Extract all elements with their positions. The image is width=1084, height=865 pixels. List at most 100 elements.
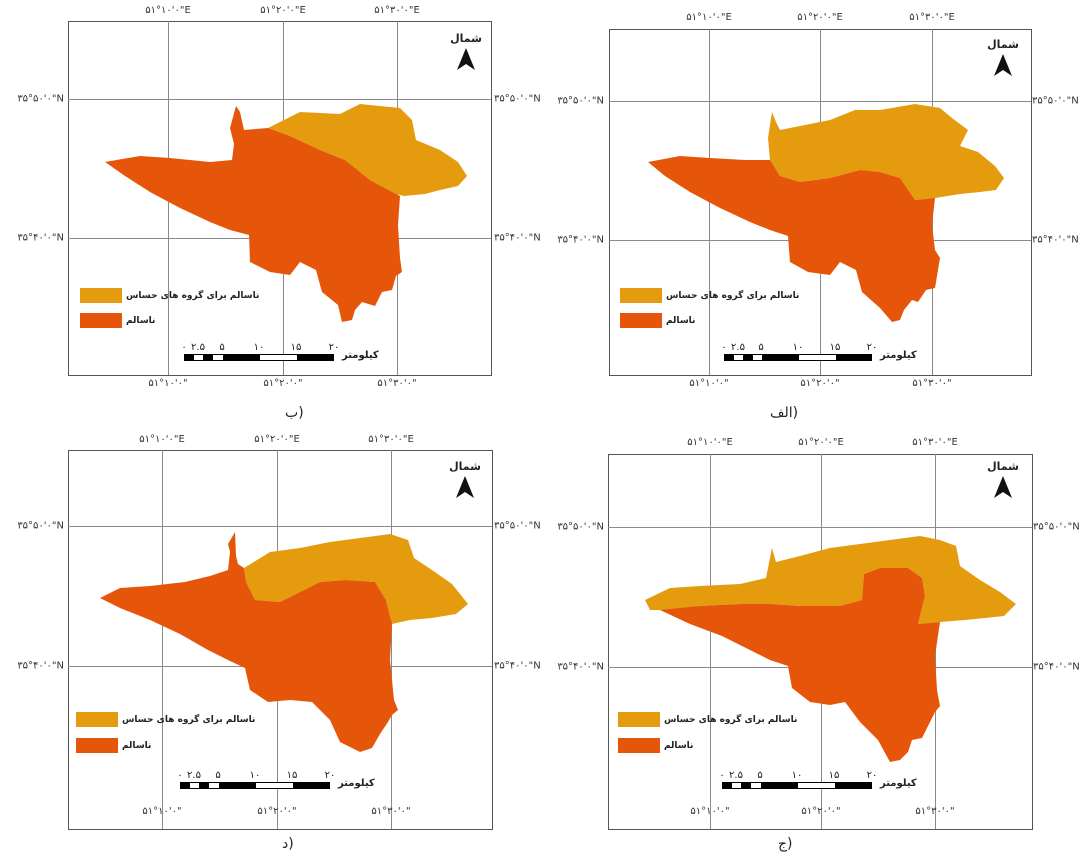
lat-tick-right: ۳۵°۴۰'۰"N [1032, 234, 1079, 246]
region-sensitive [268, 104, 467, 196]
legend-item-unhealthy: ناسالم [76, 738, 151, 753]
meridian-line [391, 450, 392, 829]
top-tick: ۵۱°۳۰'۰"E [912, 437, 958, 448]
scale-number: ۵ [757, 770, 763, 781]
scale-number: ۲۰ [328, 342, 340, 353]
north-arrow-icon [457, 48, 475, 70]
scale-numbers: ۰ ۲.۵ ۵ ۱۰ ۱۵ ۲۰ [719, 770, 877, 782]
legend-label-sensitive: ناسالم برای گروه های حساس [122, 714, 256, 725]
legend-swatch-sensitive [80, 288, 122, 303]
region-unhealthy [660, 568, 940, 762]
panel-caption: د) [282, 836, 294, 852]
bottom-tick: ۵۱°۳۰'۰" [377, 378, 417, 389]
region-unhealthy [105, 106, 402, 322]
scale-bar-graphic [180, 782, 330, 789]
legend-swatch-sensitive [76, 712, 118, 727]
scale-number: ۱۰ [791, 770, 803, 781]
north-label: شمال [987, 460, 1019, 473]
scale-unit: کیلومتر [880, 350, 917, 361]
scale-numbers: ۰ ۲.۵ ۵ ۱۰ ۱۵ ۲۰ [177, 770, 335, 782]
lat-tick-right: ۳۵°۵۰'۰"N [494, 93, 541, 105]
scale-unit: کیلومتر [342, 350, 379, 361]
top-tick: ۵۱°۱۰'۰"E [687, 437, 733, 448]
legend-item-sensitive: ناسالم برای گروه های حساس [618, 712, 797, 727]
scale-bar: ۰ ۲.۵ ۵ ۱۰ ۱۵ ۲۰ کیلومتر [719, 770, 917, 789]
legend-swatch-sensitive [620, 288, 662, 303]
lat-tick-right: ۳۵°۴۰'۰"N [494, 660, 541, 672]
region-sensitive [244, 534, 468, 624]
region-sensitive [768, 104, 1004, 200]
north-arrow-icon [994, 54, 1012, 76]
bottom-tick: ۵۱°۳۰'۰" [912, 378, 952, 389]
north-arrow: شمال [446, 32, 486, 70]
lat-tick: ۳۵°۴۰'۰"N [557, 661, 604, 673]
meridian-line [710, 454, 711, 829]
lat-tick-right: ۳۵°۵۰'۰"N [1032, 95, 1079, 107]
legend-label-sensitive: ناسالم برای گروه های حساس [664, 714, 798, 725]
scale-number: ۰ [719, 770, 725, 781]
scale-number: ۵ [219, 342, 225, 353]
scale-number: ۲.۵ [729, 770, 743, 781]
bottom-tick: ۵۱°۳۰'۰" [371, 806, 411, 817]
legend-label-unhealthy: ناسالم [126, 315, 156, 326]
scale-bar-graphic [724, 354, 872, 361]
bottom-tick: ۵۱°۱۰'۰" [148, 378, 188, 389]
top-tick: ۵۱°۱۰'۰"E [139, 434, 185, 445]
scale-number: ۵ [215, 770, 221, 781]
legend-swatch-unhealthy [620, 313, 662, 328]
scale-number: ۵ [758, 342, 764, 353]
scale-bar-graphic [184, 354, 334, 361]
top-tick: ۵۱°۲۰'۰"E [254, 434, 300, 445]
scale-number: ۲۰ [866, 342, 878, 353]
scale-number: ۱۰ [253, 342, 265, 353]
lat-tick-right: ۳۵°۵۰'۰"N [494, 520, 541, 532]
legend-item-unhealthy: ناسالم [80, 313, 155, 328]
top-tick: ۵۱°۲۰'۰"E [798, 437, 844, 448]
lat-tick-right: ۳۵°۴۰'۰"N [494, 232, 541, 244]
scale-numbers: ۰ ۲.۵ ۵ ۱۰ ۱۵ ۲۰ [181, 342, 339, 354]
scale-number: ۱۰ [249, 770, 261, 781]
legend-item-unhealthy: ناسالم [618, 738, 693, 753]
bottom-tick: ۵۱°۲۰'۰" [801, 806, 841, 817]
scale-number: ۲.۵ [191, 342, 205, 353]
north-arrow: شمال [983, 38, 1023, 76]
top-tick: ۵۱°۳۰'۰"E [368, 434, 414, 445]
meridian-line [162, 450, 163, 829]
scale-number: ۱۵ [828, 770, 840, 781]
bottom-tick: ۵۱°۱۰'۰" [142, 806, 182, 817]
scale-bar: ۰ ۲.۵ ۵ ۱۰ ۱۵ ۲۰ کیلومتر [721, 342, 917, 361]
scale-number: ۲.۵ [731, 342, 745, 353]
north-arrow-icon [994, 476, 1012, 498]
top-tick: ۵۱°۱۰'۰"E [686, 12, 732, 23]
north-arrow: شمال [983, 460, 1023, 498]
legend-label-unhealthy: ناسالم [664, 740, 694, 751]
scale-number: ۱۵ [286, 770, 298, 781]
lat-tick: ۳۵°۴۰'۰"N [557, 234, 604, 246]
scale-number: ۲۰ [324, 770, 336, 781]
scale-number: ۱۵ [290, 342, 302, 353]
scale-number: ۲۰ [866, 770, 878, 781]
legend-label-unhealthy: ناسالم [666, 315, 696, 326]
parallel-line [608, 527, 1032, 528]
top-tick: ۵۱°۳۰'۰"E [374, 5, 420, 16]
panel-caption: الف) [770, 405, 799, 421]
scale-number: ۰ [181, 342, 187, 353]
parallel-line [609, 101, 1031, 102]
legend-swatch-unhealthy [618, 738, 660, 753]
scale-number: ۰ [721, 342, 727, 353]
bottom-tick: ۵۱°۲۰'۰" [257, 806, 297, 817]
north-arrow-icon [456, 476, 474, 498]
legend-swatch-sensitive [618, 712, 660, 727]
scale-bar-graphic [722, 782, 872, 789]
region-unhealthy [100, 532, 398, 752]
scale-number: ۱۰ [792, 342, 804, 353]
scale-number: ۲.۵ [187, 770, 201, 781]
legend-item-sensitive: ناسالم برای گروه های حساس [80, 288, 259, 303]
lat-tick: ۳۵°۴۰'۰"N [17, 232, 64, 244]
legend-label-sensitive: ناسالم برای گروه های حساس [126, 290, 260, 301]
lat-tick: ۳۵°۵۰'۰"N [557, 95, 604, 107]
lat-tick-right: ۳۵°۵۰'۰"N [1033, 521, 1080, 533]
